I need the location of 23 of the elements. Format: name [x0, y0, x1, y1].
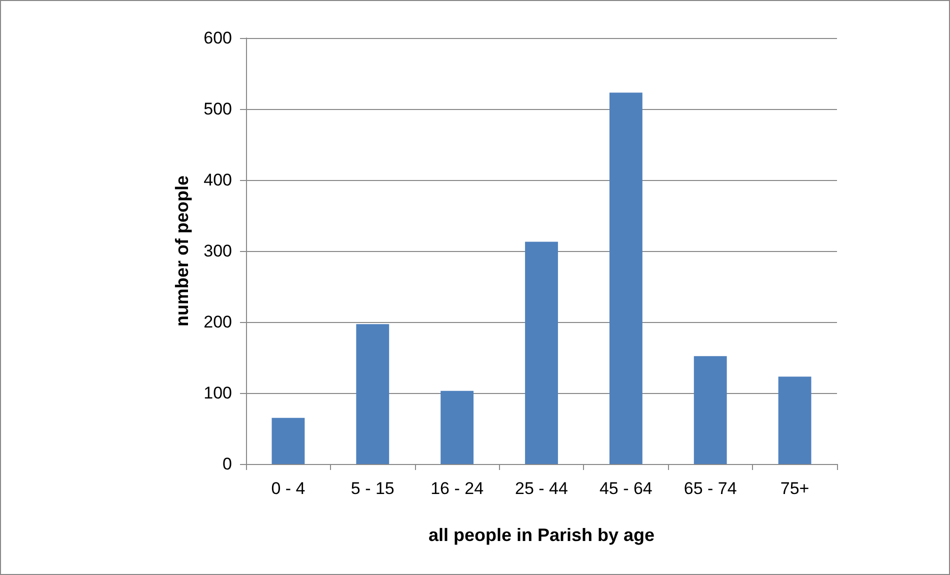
x-tick-label: 16 - 24 — [430, 479, 484, 498]
y-axis-title: number of people — [172, 175, 192, 327]
x-tick-label: 25 - 44 — [515, 479, 568, 498]
x-tick-label: 0 - 4 — [271, 479, 306, 498]
y-tick-label: 0 — [222, 454, 232, 474]
y-tick-label: 200 — [204, 312, 232, 332]
bar — [778, 376, 812, 464]
bar — [525, 242, 558, 464]
y-tick-label: 100 — [204, 384, 232, 402]
bar — [694, 356, 727, 464]
bar — [356, 324, 390, 464]
y-tick-label: 500 — [204, 100, 232, 118]
x-axis-title: all people in Parish by age — [428, 525, 655, 545]
bar — [609, 92, 642, 464]
x-tick-label: 5 - 15 — [350, 479, 394, 498]
y-tick-label: 300 — [204, 242, 232, 260]
y-tick-label: 400 — [204, 170, 232, 190]
bar — [440, 390, 474, 464]
x-tick-label: 45 - 64 — [599, 479, 652, 498]
x-tick-label: 65 - 74 — [684, 479, 737, 498]
y-tick-label: 600 — [204, 28, 232, 48]
bar — [272, 418, 305, 464]
x-tick-label: 75+ — [780, 479, 810, 498]
